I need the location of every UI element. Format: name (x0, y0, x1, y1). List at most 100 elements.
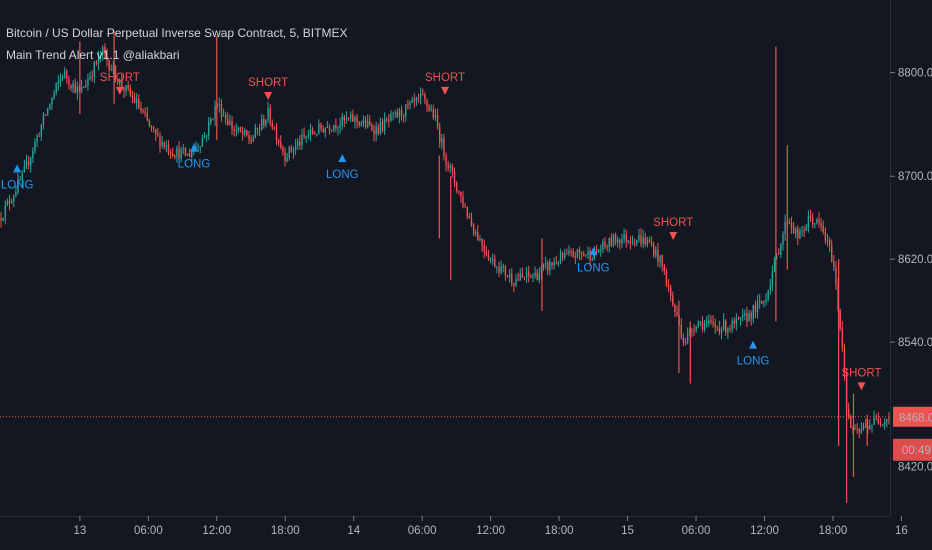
candle-body (739, 317, 742, 319)
candle-body (491, 258, 494, 260)
candle-body (201, 138, 204, 147)
candle-body (375, 127, 377, 135)
candle-body (871, 424, 873, 426)
candle-body (547, 262, 549, 271)
candle-body (269, 108, 271, 124)
candle-body (665, 271, 668, 286)
candle-body (116, 80, 119, 84)
candle-body (386, 119, 388, 121)
candle-body (530, 275, 532, 277)
candle-body (290, 146, 293, 152)
candle-body (805, 226, 807, 231)
candle-body (828, 239, 831, 246)
candle-body (326, 127, 329, 129)
candle-body (686, 333, 689, 343)
candle-body (561, 252, 564, 258)
candle-body (525, 271, 528, 278)
x-tick-label: 12:00 (202, 525, 231, 537)
candle-body (53, 92, 55, 98)
candle-body (464, 206, 466, 208)
candle-body (737, 318, 740, 320)
candle-body (884, 421, 886, 425)
candle-body (661, 255, 663, 266)
candle-body (646, 239, 649, 245)
candle-body (614, 234, 617, 243)
candle-body (712, 321, 714, 325)
candle-body (263, 119, 265, 126)
candle-body (227, 119, 229, 125)
candle-body (566, 253, 568, 255)
candle-body (557, 263, 560, 265)
candle-body (282, 147, 284, 152)
candle-body (394, 112, 396, 114)
candle-body (858, 429, 860, 433)
candle-body (888, 418, 890, 420)
candle-body (313, 133, 316, 135)
candle-body (466, 206, 468, 217)
candle-body (621, 238, 623, 244)
candle-body (485, 251, 488, 255)
candle-body (455, 182, 458, 191)
candle-body (568, 251, 570, 254)
candle-body (364, 119, 367, 127)
candle-body (521, 273, 524, 277)
candle-body (131, 95, 134, 98)
candle-body (669, 287, 672, 296)
candle-body (725, 320, 727, 333)
candle-body (801, 230, 803, 232)
candle-body (34, 141, 36, 152)
candle-body (40, 124, 43, 137)
candle-body (222, 115, 225, 117)
candle-body (169, 152, 172, 154)
candle-body (233, 128, 235, 131)
candle-body (780, 244, 782, 255)
candle-body (165, 145, 168, 147)
candle-body (790, 223, 793, 228)
short-signal-label: SHORT (100, 72, 140, 84)
candle-body (174, 155, 176, 157)
candle-body (231, 121, 233, 129)
candle-body (297, 141, 299, 146)
candle-body (102, 46, 104, 56)
candle-body (782, 233, 784, 245)
long-signal-arrow (338, 153, 347, 162)
candle-body (66, 71, 68, 80)
candle-body (555, 262, 557, 264)
candle-body (324, 127, 326, 133)
candle-body (850, 416, 852, 428)
candle-body (99, 55, 102, 57)
candle-body (163, 142, 165, 147)
candle-body (608, 237, 610, 247)
candle-body (797, 228, 799, 239)
candle-body (559, 252, 562, 264)
candle-body (633, 242, 636, 244)
candle-body (814, 223, 816, 225)
price-axis: 8540.0 8620.0 8700.0 8800.0 8420.0 8468.0 00:4… (890, 0, 932, 516)
candle-body (424, 94, 426, 100)
candle-body (87, 79, 89, 86)
candle-body (8, 200, 11, 204)
candle-body (648, 239, 651, 242)
candle-body (25, 160, 28, 167)
candle-body (674, 304, 676, 313)
candle-body (21, 172, 23, 180)
candle-body (441, 138, 443, 143)
candle-body (638, 235, 640, 240)
candle-body (10, 200, 13, 204)
candle-body (188, 153, 191, 158)
candle-body (843, 347, 846, 376)
candle-body (443, 138, 445, 156)
candle-body (729, 328, 731, 330)
candle-body (89, 76, 91, 80)
x-tick-label: 06:00 (408, 525, 437, 537)
candle-body (538, 273, 540, 281)
candle-body (831, 245, 833, 262)
candle-body (17, 179, 19, 193)
x-tick-label: 06:00 (682, 525, 711, 537)
candle-body (97, 55, 100, 64)
candle-body (354, 116, 356, 122)
candle-body (534, 272, 536, 276)
candle-body (436, 115, 439, 128)
